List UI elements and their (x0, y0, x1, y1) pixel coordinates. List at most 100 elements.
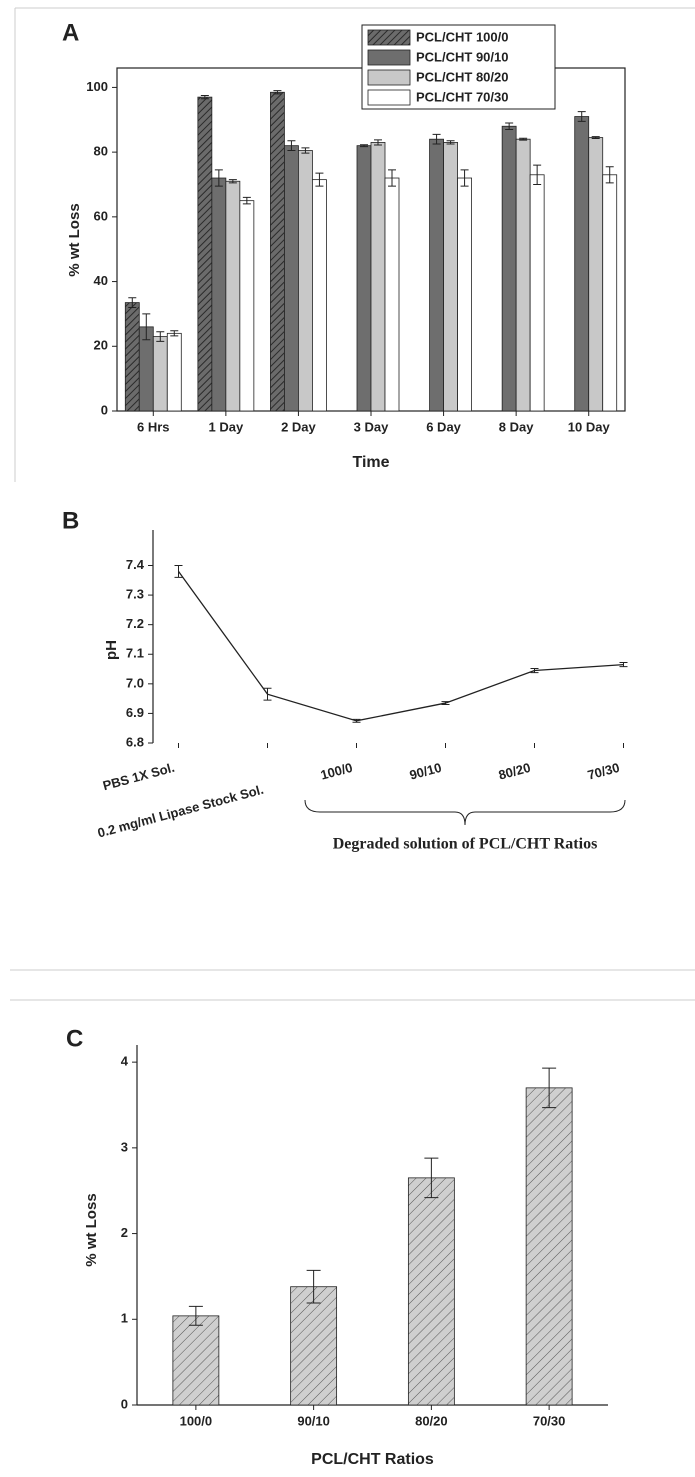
error-bar (273, 90, 282, 95)
error-bar (505, 122, 514, 130)
y-axis-label: pH (103, 640, 120, 660)
error-bar (315, 172, 324, 187)
legend-swatch (367, 49, 411, 66)
panel-label: B (62, 507, 79, 534)
error-bar (128, 297, 137, 308)
x-axis-label: Time (352, 454, 389, 471)
x-tick-label: 70/30 (586, 760, 621, 783)
x-tick-label: 70/30 (533, 1413, 566, 1428)
x-axis-label: PCL/CHT Ratios (311, 1451, 434, 1468)
bar (525, 1087, 573, 1406)
x-tick-label: 100/0 (319, 760, 354, 783)
y-tick-label: 3 (121, 1139, 128, 1154)
bar (588, 137, 604, 412)
bar (501, 125, 517, 412)
bar (211, 177, 227, 412)
bar (407, 1177, 455, 1406)
error-bar (519, 137, 528, 141)
bar (166, 332, 182, 412)
y-axis-label: % wt Loss (83, 1193, 100, 1266)
error-bar (242, 196, 251, 205)
y-tick-label: 20 (94, 338, 108, 353)
y-tick-label: 6.9 (126, 705, 144, 720)
x-tick-label: 3 Day (354, 419, 389, 434)
error-bar (156, 331, 165, 342)
bar (443, 142, 458, 412)
x-tick-label: 80/20 (415, 1413, 448, 1428)
bar (602, 174, 618, 412)
error-bar (446, 140, 455, 145)
bar (124, 302, 140, 412)
error-bar (460, 169, 469, 187)
line (177, 571, 624, 722)
error-bar (530, 667, 539, 674)
error-bar (301, 147, 310, 154)
error-bar (577, 111, 586, 122)
y-tick-label: 100 (86, 79, 108, 94)
y-tick-label: 40 (94, 273, 108, 288)
bar (284, 145, 299, 412)
error-bar (619, 662, 628, 668)
y-tick-label: 7.1 (126, 646, 144, 661)
y-tick-label: 7.4 (126, 557, 145, 572)
error-bar (360, 144, 368, 148)
error-bar (352, 718, 361, 723)
bar (290, 1286, 338, 1406)
error-bar (228, 179, 237, 184)
x-tick-label: 8 Day (499, 419, 534, 434)
legend-label: PCL/CHT 90/10 (416, 49, 508, 64)
x-tick-label: 0.2 mg/ml Lipase Stock Sol. (96, 782, 265, 841)
bar (429, 138, 444, 412)
y-axis-label: % wt Loss (66, 203, 83, 276)
bar (384, 177, 400, 412)
bar (574, 116, 590, 412)
y-tick-label: 2 (121, 1225, 128, 1240)
x-tick-label: 100/0 (180, 1413, 213, 1428)
y-tick-label: 0 (121, 1396, 128, 1411)
x-tick-label: 2 Day (281, 419, 316, 434)
error-bar (174, 565, 183, 578)
x-tick-label: 10 Day (568, 419, 611, 434)
error-bar (591, 136, 600, 140)
bar (529, 174, 545, 412)
y-tick-label: 60 (94, 208, 108, 223)
bar (356, 145, 372, 412)
legend-swatch (367, 29, 411, 46)
error-bar (142, 313, 151, 341)
y-tick-label: 80 (94, 144, 108, 159)
bar (270, 91, 285, 412)
error-bar (188, 1305, 203, 1326)
error-bar (287, 140, 296, 152)
bar (298, 150, 313, 412)
error-bar (388, 169, 396, 187)
error-bar (542, 1067, 557, 1109)
legend-label: PCL/CHT 100/0 (416, 29, 508, 44)
legend-swatch (367, 69, 411, 86)
brace (304, 799, 626, 826)
x-tick-label: 6 Day (426, 419, 461, 434)
error-bar (263, 687, 272, 701)
bar (370, 142, 386, 412)
y-tick-label: 4 (121, 1054, 129, 1069)
y-tick-label: 1 (121, 1311, 128, 1326)
y-tick-label: 7.0 (126, 675, 144, 690)
x-tick-label: 1 Day (209, 419, 244, 434)
bar (515, 138, 531, 412)
bar (197, 96, 213, 412)
annotation: Degraded solution of PCL/CHT Ratios (333, 836, 598, 853)
y-tick-label: 6.8 (126, 734, 144, 749)
bar (457, 177, 472, 412)
error-bar (605, 166, 614, 184)
error-bar (170, 330, 179, 337)
x-tick-label: 6 Hrs (137, 419, 170, 434)
error-bar (432, 133, 441, 145)
bar (172, 1315, 220, 1406)
bar (239, 200, 255, 412)
legend-label: PCL/CHT 80/20 (416, 69, 508, 84)
error-bar (424, 1157, 439, 1199)
error-bar (200, 95, 209, 100)
x-tick-label: PBS 1X Sol. (101, 760, 176, 794)
legend-swatch (367, 89, 411, 106)
y-tick-label: 7.3 (126, 587, 144, 602)
error-bar (214, 169, 223, 187)
